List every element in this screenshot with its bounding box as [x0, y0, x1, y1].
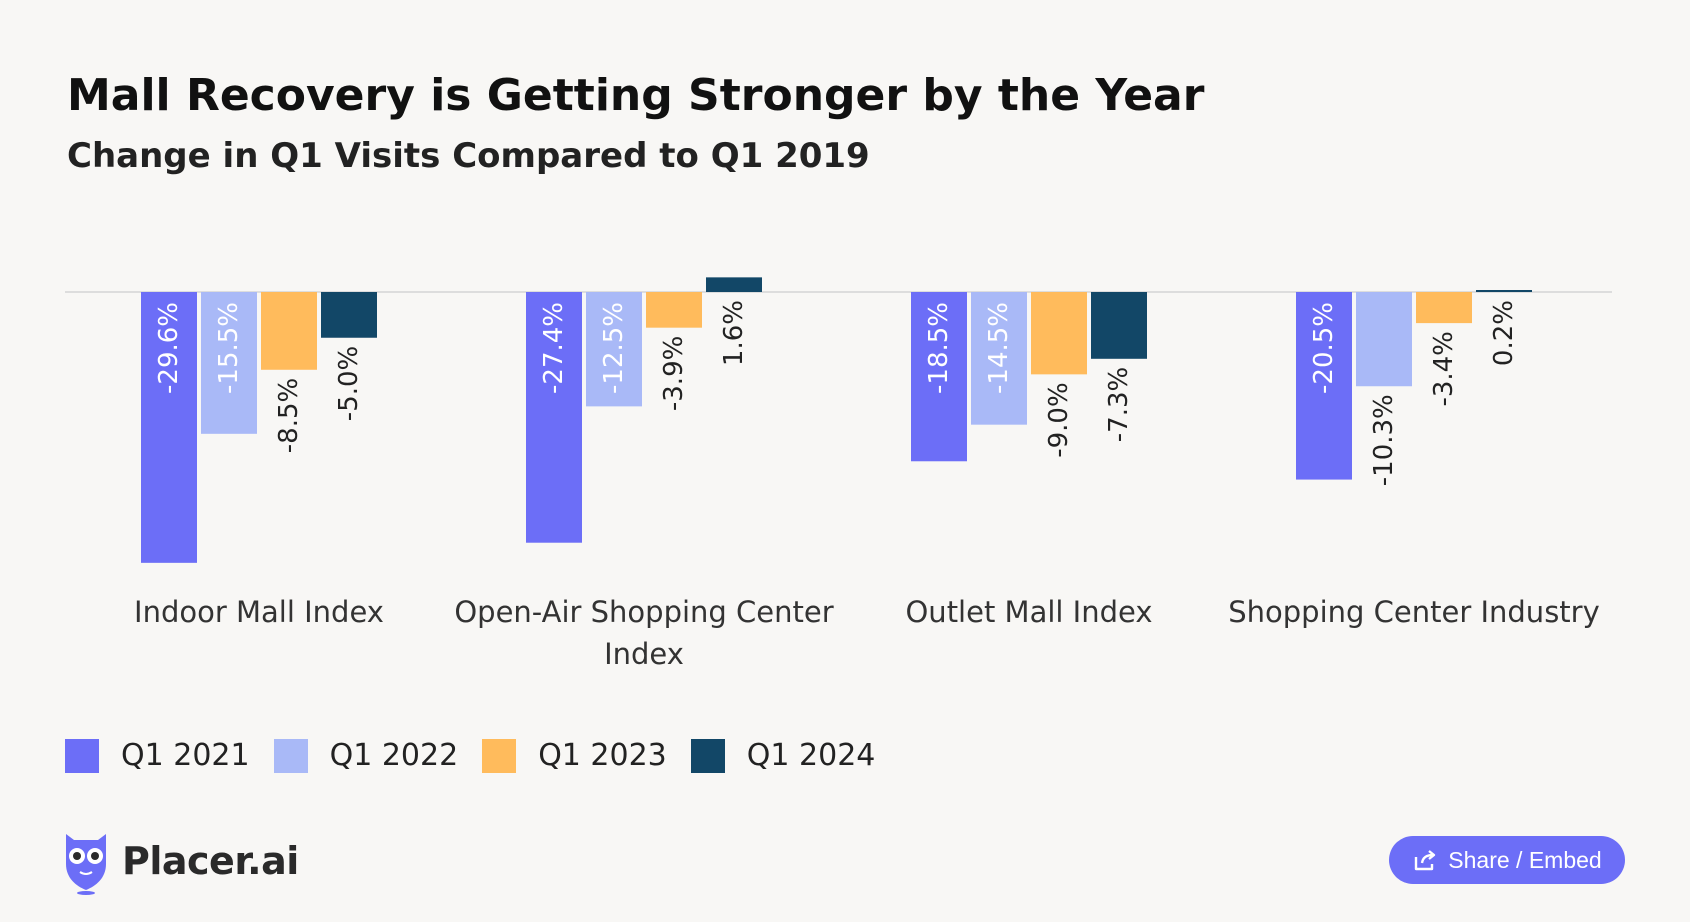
legend-item-q1-2023[interactable]: Q1 2023 — [482, 738, 667, 773]
legend-swatch — [65, 738, 99, 773]
bar[interactable] — [201, 292, 257, 434]
chart-title: Mall Recovery is Getting Stronger by the… — [67, 70, 1205, 121]
placer-logo[interactable]: Placer.ai — [60, 826, 299, 896]
legend-label: Q1 2023 — [538, 738, 667, 773]
data-label: -5.0% — [334, 346, 364, 421]
data-label: -9.0% — [1044, 382, 1074, 457]
logo-text: Placer.ai — [122, 839, 299, 883]
bar[interactable] — [586, 292, 642, 407]
data-label: -27.4% — [539, 302, 569, 394]
bar[interactable] — [911, 292, 967, 462]
bar-chart: -29.6% -15.5% -8.5% -5.0% Indoor Mall Index -… — [65, 277, 1612, 671]
legend-item-q1-2021[interactable]: Q1 2021 — [65, 738, 250, 773]
share-embed-label: Share / Embed — [1448, 846, 1602, 873]
share-icon — [1415, 850, 1436, 871]
legend-item-q1-2022[interactable]: Q1 2022 — [273, 738, 459, 773]
bar[interactable] — [1031, 292, 1087, 375]
bar[interactable] — [1296, 292, 1352, 480]
category-label: Outlet Mall Index — [905, 595, 1152, 629]
data-label: -18.5% — [924, 302, 954, 394]
data-label: -8.5% — [274, 378, 304, 453]
legend-label: Q1 2021 — [121, 738, 250, 773]
data-label: -3.4% — [1429, 331, 1459, 406]
data-label: 1.6% — [719, 300, 749, 366]
data-label: -20.5% — [1309, 302, 1339, 394]
category-label: Shopping Center Industry — [1228, 595, 1600, 629]
share-embed-button[interactable]: Share / Embed — [1389, 836, 1625, 884]
bar[interactable] — [971, 292, 1027, 425]
chart-subtitle: Change in Q1 Visits Compared to Q1 2019 — [67, 136, 870, 176]
bar[interactable] — [261, 292, 317, 370]
category-label: Indoor Mall Index — [134, 595, 384, 629]
legend: Q1 2021 Q1 2022 Q1 2023 Q1 2024 — [65, 738, 899, 773]
data-label: -14.5% — [984, 302, 1014, 394]
legend-swatch — [482, 738, 517, 773]
bar[interactable] — [1356, 292, 1412, 387]
legend-swatch — [690, 738, 725, 773]
data-label: 0.2% — [1489, 300, 1519, 366]
bar[interactable] — [706, 277, 762, 292]
data-label: -10.3% — [1369, 394, 1399, 486]
bar[interactable] — [1416, 292, 1472, 324]
bar[interactable] — [141, 292, 197, 563]
data-label: -3.9% — [659, 336, 689, 411]
data-label: -7.3% — [1104, 367, 1134, 442]
legend-swatch — [273, 738, 308, 773]
bar[interactable] — [646, 292, 702, 328]
owl-logo-icon — [66, 834, 106, 895]
bar[interactable] — [321, 292, 377, 338]
bar[interactable] — [1476, 290, 1532, 292]
data-label: -12.5% — [599, 302, 629, 394]
legend-item-q1-2024[interactable]: Q1 2024 — [690, 738, 876, 773]
data-label: -29.6% — [154, 302, 184, 394]
category-label: Index — [604, 637, 684, 671]
legend-label: Q1 2022 — [329, 738, 459, 773]
legend-label: Q1 2024 — [746, 738, 876, 773]
data-label: -15.5% — [214, 302, 244, 394]
bar[interactable] — [526, 292, 582, 543]
bar[interactable] — [1091, 292, 1147, 359]
category-label: Open-Air Shopping Center — [454, 595, 833, 629]
